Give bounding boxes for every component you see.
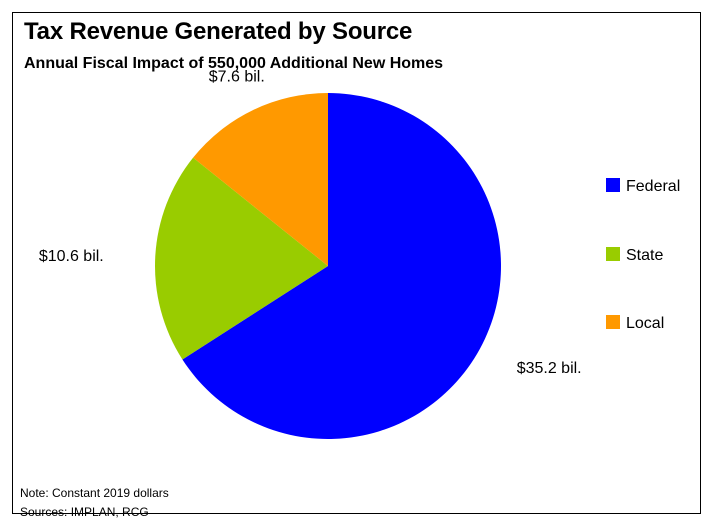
slice-label-state: $10.6 bil. (39, 248, 104, 265)
slice-label-federal: $35.2 bil. (517, 360, 582, 377)
legend-swatch-state (606, 247, 620, 261)
chart-sources: Sources: IMPLAN, RCG (20, 505, 149, 519)
legend-label-state: State (626, 247, 663, 264)
chart-note: Note: Constant 2019 dollars (20, 486, 169, 500)
pie-slice-local (193, 93, 328, 266)
pie-slices (154, 93, 501, 440)
pie-slice-federal (182, 93, 501, 440)
legend-swatch-federal (606, 178, 620, 192)
legend-swatch-local (606, 315, 620, 329)
pie-slice-labels: $35.2 bil. $10.6 bil. $7.6 bil. (39, 69, 582, 377)
legend-label-federal: Federal (626, 178, 680, 195)
legend-label-local: Local (626, 315, 664, 332)
chart-title: Tax Revenue Generated by Source (24, 18, 413, 45)
chart-subtitle: Annual Fiscal Impact of 550,000 Addition… (24, 55, 444, 72)
slice-label-local: $7.6 bil. (209, 69, 265, 86)
pie-slice-state (154, 157, 328, 360)
chart-legend: Federal State Local (606, 178, 680, 332)
